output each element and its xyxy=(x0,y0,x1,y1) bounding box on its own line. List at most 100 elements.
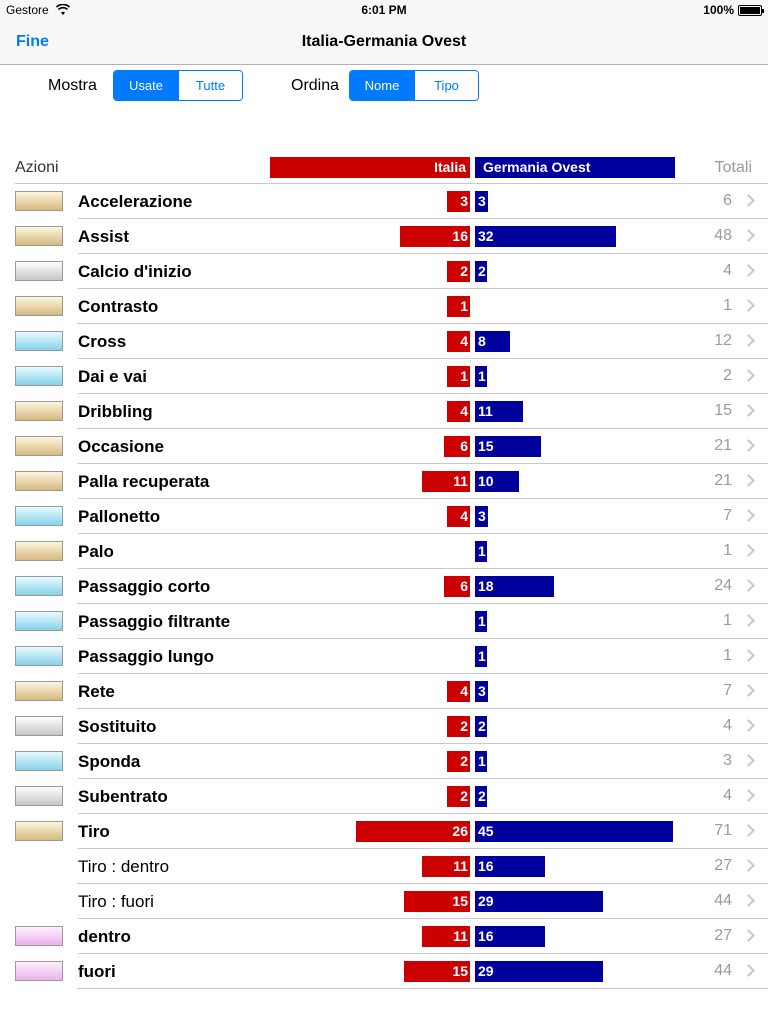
row-total: 44 xyxy=(714,962,732,979)
stat-row[interactable]: Accelerazione 3 3 6 xyxy=(0,184,768,219)
team-b-bar: 3 xyxy=(475,191,489,212)
row-divider xyxy=(78,778,768,779)
team-a-bar: 15 xyxy=(404,961,470,982)
show-used-segment[interactable]: Usate xyxy=(114,71,178,100)
stats-header: Azioni Italia Germania Ovest Totali xyxy=(0,152,768,184)
stat-row[interactable]: Palla recuperata 11 10 21 xyxy=(0,464,768,499)
team-b-bar: 1 xyxy=(475,611,487,632)
row-divider xyxy=(78,953,768,954)
row-total: 1 xyxy=(723,647,732,664)
stat-row[interactable]: Tiro : fuori 15 29 44 xyxy=(0,884,768,919)
action-name: Palo xyxy=(78,542,114,561)
action-name: Tiro : dentro xyxy=(78,857,170,876)
done-button[interactable]: Fine xyxy=(16,33,49,50)
team-a-bar: 2 xyxy=(447,786,470,807)
row-divider xyxy=(78,393,768,394)
row-total: 3 xyxy=(723,752,732,769)
chevron-right-icon xyxy=(742,334,755,347)
stat-row[interactable]: Contrasto 1 1 xyxy=(0,289,768,324)
row-total: 44 xyxy=(714,892,732,909)
stat-row[interactable]: Palo 1 1 xyxy=(0,534,768,569)
stat-row[interactable]: Tiro 26 45 71 xyxy=(0,814,768,849)
stat-row[interactable]: Cross 4 8 12 xyxy=(0,324,768,359)
sort-segmented-control: Nome Tipo xyxy=(349,70,479,101)
category-color-swatch xyxy=(15,226,63,246)
stat-row[interactable]: Dai e vai 1 1 2 xyxy=(0,359,768,394)
wifi-icon xyxy=(56,4,70,15)
row-divider xyxy=(78,883,768,884)
row-total: 12 xyxy=(714,332,732,349)
action-name: Tiro xyxy=(78,822,110,841)
stat-row[interactable]: Sostituito 2 2 4 xyxy=(0,709,768,744)
row-divider xyxy=(78,288,768,289)
team-a-bar: 11 xyxy=(421,926,470,947)
stat-row[interactable]: Rete 4 3 7 xyxy=(0,674,768,709)
team-b-bar: 2 xyxy=(475,786,487,807)
stat-row[interactable]: Sponda 2 1 3 xyxy=(0,744,768,779)
team-b-bar: 45 xyxy=(475,821,673,842)
stat-row[interactable]: Passaggio filtrante 1 1 xyxy=(0,604,768,639)
stat-row[interactable]: Passaggio corto 6 18 24 xyxy=(0,569,768,604)
action-name: Accelerazione xyxy=(78,192,193,211)
carrier-name: Gestore xyxy=(6,3,49,17)
sort-name-segment[interactable]: Nome xyxy=(350,71,414,100)
stat-row[interactable]: Tiro : dentro 11 16 27 xyxy=(0,849,768,884)
team-a-bar: 15 xyxy=(404,891,470,912)
sort-type-segment[interactable]: Tipo xyxy=(414,71,478,100)
row-total: 27 xyxy=(714,857,732,874)
team-a-bar: 1 xyxy=(447,296,470,317)
row-divider xyxy=(78,463,768,464)
action-name: Sostituito xyxy=(78,717,157,736)
action-name: Rete xyxy=(78,682,115,701)
chevron-right-icon xyxy=(742,544,755,557)
action-name: Pallonetto xyxy=(78,507,161,526)
battery-percentage: 100% xyxy=(703,3,734,17)
stat-row[interactable]: Dribbling 4 11 15 xyxy=(0,394,768,429)
row-divider xyxy=(78,498,768,499)
team-b-bar: 3 xyxy=(475,681,489,702)
action-name: Passaggio lungo xyxy=(78,647,215,666)
stat-row[interactable]: Occasione 6 15 21 xyxy=(0,429,768,464)
chevron-right-icon xyxy=(742,719,755,732)
category-color-swatch xyxy=(15,751,63,771)
team-a-bar: 16 xyxy=(399,226,470,247)
category-color-swatch xyxy=(15,331,63,351)
category-color-swatch xyxy=(15,611,63,631)
action-name: Subentrato xyxy=(78,787,168,806)
row-divider xyxy=(78,813,768,814)
category-color-swatch xyxy=(15,471,63,491)
row-divider xyxy=(78,673,768,674)
actions-header: Azioni xyxy=(15,159,59,176)
chevron-right-icon xyxy=(742,964,755,977)
team-b-bar: 18 xyxy=(475,576,555,597)
action-name: Palla recuperata xyxy=(78,472,210,491)
chevron-right-icon xyxy=(742,439,755,452)
category-color-swatch xyxy=(15,366,63,386)
stat-row[interactable]: fuori 15 29 44 xyxy=(0,954,768,989)
team-b-bar: 1 xyxy=(475,541,487,562)
chevron-right-icon xyxy=(742,369,755,382)
stat-row[interactable]: dentro 11 16 27 xyxy=(0,919,768,954)
action-name: Assist xyxy=(78,227,130,246)
category-color-swatch xyxy=(15,961,63,981)
sort-label: Ordina xyxy=(291,77,340,94)
status-bar: Gestore 6:01 PM 100% xyxy=(0,0,768,20)
team-a-bar: 4 xyxy=(447,506,470,527)
category-color-swatch xyxy=(15,261,63,281)
team-b-bar: 29 xyxy=(475,891,603,912)
team-a-bar: 6 xyxy=(443,436,470,457)
stat-row[interactable]: Passaggio lungo 1 1 xyxy=(0,639,768,674)
row-divider xyxy=(78,848,768,849)
row-divider xyxy=(78,533,768,534)
action-name: Occasione xyxy=(78,437,164,456)
action-name: Dribbling xyxy=(78,402,153,421)
stat-row[interactable]: Calcio d'inizio 2 2 4 xyxy=(0,254,768,289)
show-all-segment[interactable]: Tutte xyxy=(178,71,242,100)
stat-row[interactable]: Assist 16 32 48 xyxy=(0,219,768,254)
stat-row[interactable]: Pallonetto 4 3 7 xyxy=(0,499,768,534)
team-b-bar: 1 xyxy=(475,646,487,667)
row-total: 7 xyxy=(723,682,732,699)
stat-row[interactable]: Subentrato 2 2 4 xyxy=(0,779,768,814)
category-color-swatch xyxy=(15,821,63,841)
chevron-right-icon xyxy=(742,754,755,767)
